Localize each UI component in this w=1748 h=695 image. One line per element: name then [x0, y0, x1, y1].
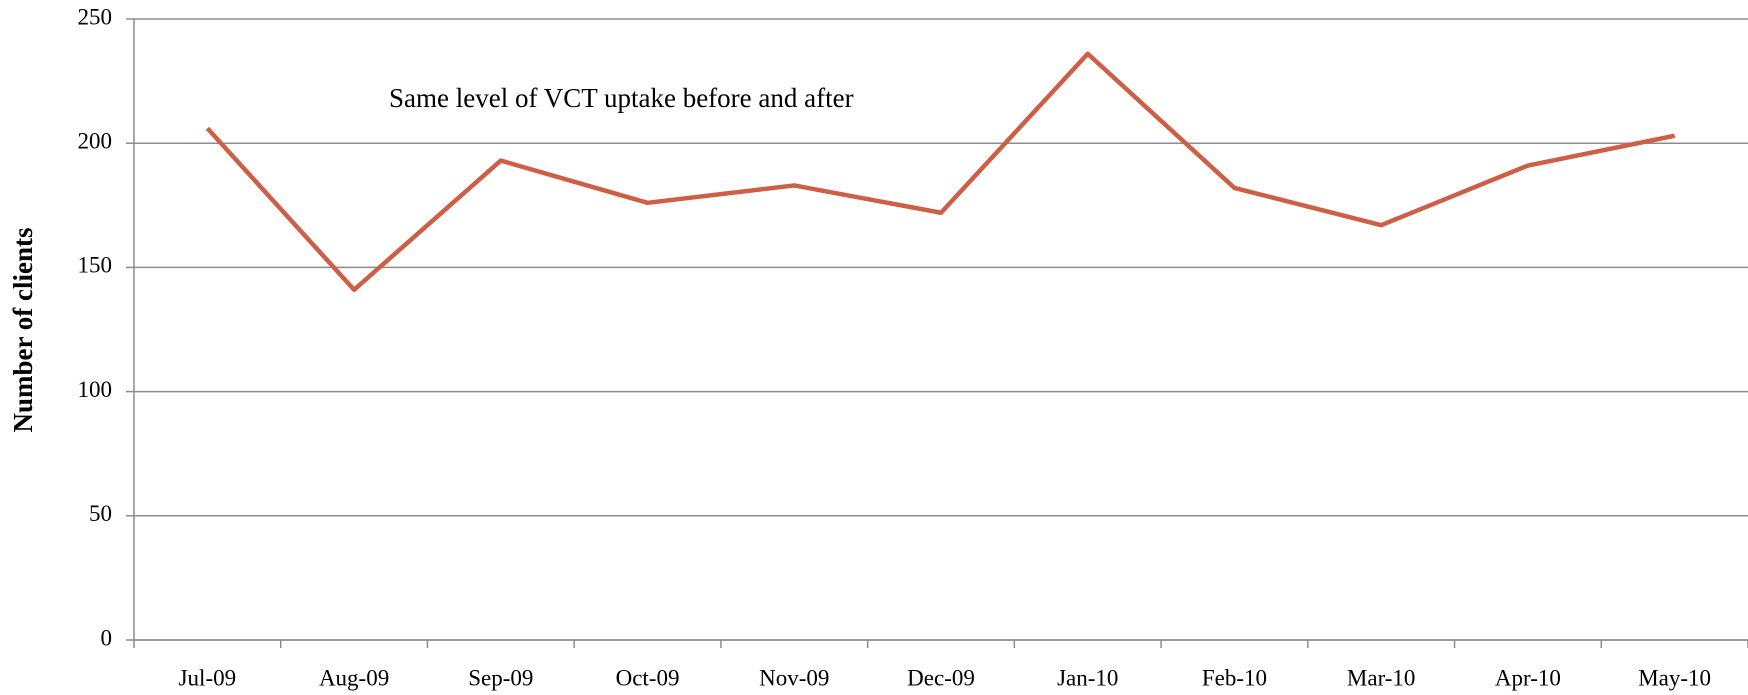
annotation: Same level of VCT uptake before and afte… — [389, 83, 854, 113]
y-tick-label: 0 — [101, 625, 113, 650]
y-tick-label: 150 — [78, 253, 113, 278]
x-tick-label: Jan-10 — [1057, 665, 1118, 690]
x-tick-label: Apr-10 — [1495, 665, 1561, 690]
y-axis-label: Number of clients — [8, 228, 38, 433]
x-tick-label: May-10 — [1638, 665, 1711, 690]
y-tick-label: 200 — [78, 128, 113, 153]
x-tick-label: Jul-09 — [179, 665, 237, 690]
data-line — [205, 51, 1676, 293]
x-tick-label: Oct-09 — [616, 665, 680, 690]
x-tick-label: Aug-09 — [319, 665, 389, 690]
y-tick-label: 50 — [89, 501, 112, 526]
y-tick-label: 250 — [78, 4, 113, 29]
x-tick-label: Feb-10 — [1202, 665, 1267, 690]
x-tick-label: Dec-09 — [907, 665, 975, 690]
y-tick-label: 100 — [78, 377, 113, 402]
x-tick-label: Sep-09 — [468, 665, 533, 690]
x-tick-label: Nov-09 — [759, 665, 829, 690]
x-tick-label: Mar-10 — [1347, 665, 1416, 690]
